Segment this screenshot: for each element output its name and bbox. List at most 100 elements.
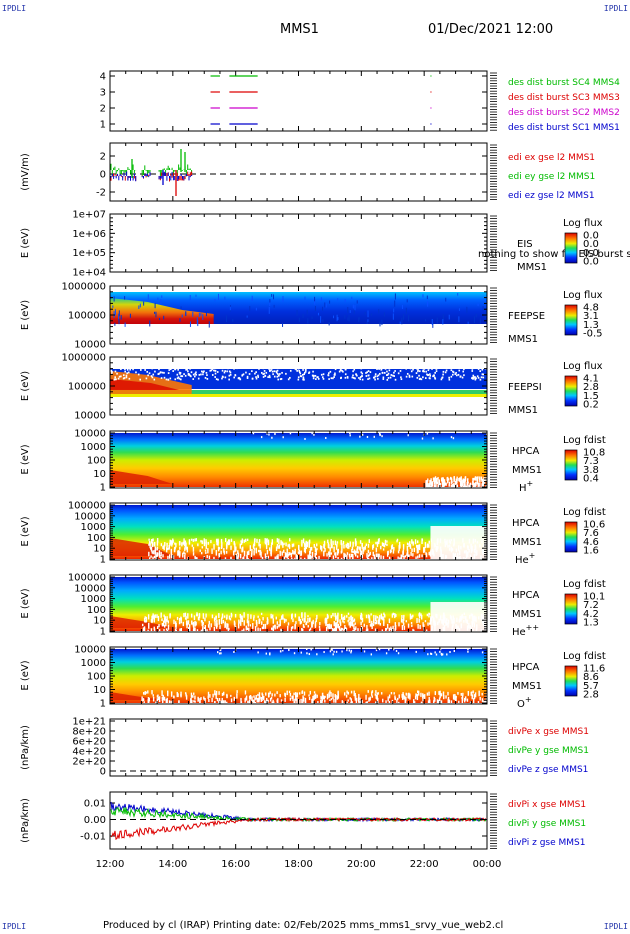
feepsi-noise-gap [299, 372, 302, 375]
colorbar-tick-p4-2: 1.5 [583, 391, 599, 402]
feepsi-noise-gap [269, 376, 271, 379]
hpca-top-speckle [450, 436, 453, 439]
y-tick-label-p5-1: 1000 [81, 442, 106, 453]
feepsi-noise-gap [397, 372, 400, 375]
feepse-noise [406, 299, 408, 303]
x-tick-label-0: 12:00 [96, 859, 125, 870]
feepsi-noise-gap [310, 367, 312, 370]
hpca-empty-bin [237, 623, 240, 629]
hpca-empty-bin [369, 551, 371, 556]
feepsi-noise-gap [385, 374, 388, 377]
feepsi-noise-gap [137, 373, 140, 376]
hpca-top-speckle [359, 435, 361, 438]
feepse-noise [479, 318, 481, 324]
hpca-empty-bin [380, 545, 382, 550]
hpca-empty-bin [209, 627, 211, 631]
feepsi-noise-gap [209, 366, 212, 368]
hpca-empty-bin [466, 483, 468, 489]
feepse-noise [325, 303, 327, 308]
feepsi-noise-gap [190, 371, 193, 374]
feepsi-noise-gap [297, 378, 300, 381]
hpca-empty-bin [417, 624, 419, 629]
feepsi-noise-gap [223, 371, 226, 374]
feepse-noise [336, 314, 338, 322]
hpca-empty-bin [256, 697, 258, 703]
colorbar-tick-p6-3: 1.6 [583, 546, 599, 557]
hpca-empty-bin [367, 690, 369, 693]
hpca-top-speckle [341, 650, 343, 653]
hpca-empty-bin [397, 556, 399, 559]
feepsi-noise-gap [177, 368, 179, 371]
hpca-top-speckle [349, 432, 351, 435]
hpca-empty-bin [197, 543, 199, 547]
hpca-empty-bin [279, 621, 281, 627]
hpca-empty-bin [145, 616, 148, 623]
hpca-empty-bin [346, 552, 349, 555]
hpca-label-p5: MMS1 [512, 465, 542, 476]
hpca-empty-bin [279, 694, 281, 698]
feepsi-noise-gap [447, 366, 449, 369]
y-axis-label-p10: (nPa/km) [20, 798, 31, 843]
hpca-empty-bin [275, 546, 278, 551]
feepsi-noise-gap [416, 367, 418, 370]
hpca-empty-bin [438, 479, 441, 484]
hpca-empty-bin [311, 556, 313, 559]
hpca-empty-bin [382, 555, 385, 561]
feepse-noise [349, 310, 351, 313]
feepsi-noise-gap [342, 370, 344, 373]
hpca-empty-bin [402, 692, 404, 696]
hpca-empty-bin [340, 557, 343, 562]
feepsi-noise-gap [400, 367, 403, 370]
hpca-empty-bin [151, 619, 154, 622]
feepsi-noise-gap [246, 377, 249, 379]
hpca-empty-bin [345, 626, 347, 631]
hpca-empty-bin [156, 626, 159, 630]
hpca-empty-bin [339, 619, 341, 624]
hpca-empty-bin [347, 543, 350, 547]
hpca-empty-bin [476, 476, 478, 482]
corner-mark-bottom-right: IPDLI [603, 922, 628, 931]
feepsi-noise-gap [382, 378, 385, 380]
y-tick-label-p0-0: 4 [100, 72, 106, 83]
hpca-empty-bin [317, 701, 319, 704]
hpca-empty-bin [433, 484, 436, 490]
feepsi-noise-gap [263, 372, 265, 375]
hpca-empty-bin [220, 550, 222, 555]
hpca-empty-bin [150, 555, 152, 558]
hpca-empty-bin [251, 696, 253, 702]
feepse-noise [322, 306, 324, 311]
hpca-empty-bin [431, 485, 433, 488]
edi-series-2 [110, 171, 193, 182]
feepsi-noise-gap [241, 374, 244, 376]
hpca-empty-bin [306, 541, 309, 548]
feepsi-noise-gap [302, 378, 304, 381]
hpca-empty-bin [336, 622, 338, 628]
hpca-empty-bin [412, 628, 414, 634]
feepsi-noise-gap [410, 370, 413, 373]
feepse-noise [383, 312, 385, 317]
feepsi-noise-gap [441, 376, 444, 379]
hpca-empty-bin [464, 476, 467, 481]
hpca-empty-bin [249, 694, 252, 700]
hpca-empty-bin [289, 692, 292, 697]
hpca-empty-bin [278, 544, 281, 549]
feepsi-noise-gap [453, 365, 455, 368]
y-tick-label-p6-5: 1 [100, 555, 106, 566]
feepsi-noise-gap [312, 365, 314, 368]
hpca-empty-bin [405, 692, 407, 696]
hpca-top-speckle [392, 648, 395, 651]
hpca-empty-bin [351, 618, 353, 622]
hpca-empty-bin [244, 698, 246, 703]
hpca-empty-bin [412, 541, 414, 546]
hpca-empty-bin [403, 555, 405, 560]
hpca-empty-block [430, 526, 487, 559]
hpca-empty-bin [275, 616, 277, 620]
feepsi-noise-gap [327, 374, 330, 376]
feepsi-noise-gap [304, 370, 307, 373]
colorbar-tick-p3-3: -0.5 [583, 329, 603, 340]
feepsi-noise-gap [481, 368, 484, 371]
hpca-empty-bin [261, 621, 263, 625]
hpca-empty-bin [210, 540, 212, 544]
hpca-empty-bin [346, 690, 348, 694]
feepsi-noise-gap [394, 370, 396, 372]
